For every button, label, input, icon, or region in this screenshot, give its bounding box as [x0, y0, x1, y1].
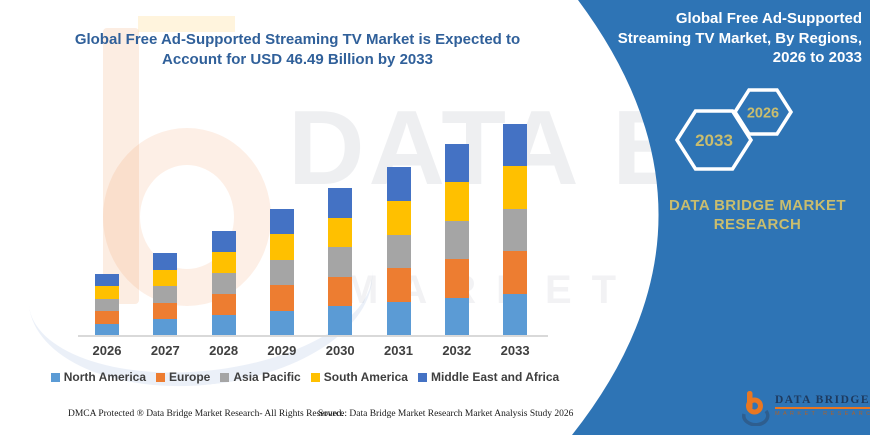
chart-legend: North America Europe Asia Pacific South Ame…	[50, 370, 560, 384]
bar-segment-2032-asia-pacific	[444, 220, 469, 260]
hexagon-2026-label: 2026	[747, 106, 779, 122]
dmca-notice: DMCA Protected ® Data Bridge Market Rese…	[68, 409, 344, 419]
legend-swatch	[417, 372, 427, 382]
legend-item-europe: Europe	[156, 370, 210, 384]
bar-segment-2032-europe	[444, 259, 469, 298]
legend-label: Middle East and Africa	[430, 370, 560, 384]
bar-2028	[211, 231, 236, 336]
company-logo-name: DATA BRIDGE	[775, 394, 870, 409]
legend-item-north-america: North America	[50, 370, 147, 384]
x-axis-label-2028: 2028	[209, 343, 239, 358]
legend-label: Europe	[169, 370, 211, 384]
bar-segment-2029-middle-east-and-africa	[269, 209, 294, 235]
x-axis-line	[78, 335, 548, 337]
hexagon-2026	[732, 88, 794, 136]
bar-segment-2030-north-america	[328, 306, 353, 336]
hexagon-year-badges: 2033 2026	[674, 88, 794, 171]
legend-swatch	[310, 372, 320, 382]
bar-segment-2029-south-america	[269, 234, 294, 260]
bar-segment-2027-europe	[153, 302, 178, 320]
bar-segment-2028-south-america	[211, 252, 236, 273]
bar-segment-2027-middle-east-and-africa	[153, 253, 178, 270]
bar-segment-2031-europe	[386, 268, 411, 303]
x-axis-label-2027: 2027	[150, 343, 180, 358]
legend-item-middle-east-and-africa: Middle East and Africa	[417, 370, 560, 384]
legend-label: North America	[63, 370, 147, 384]
bar-2030	[328, 188, 353, 336]
bar-segment-2031-middle-east-and-africa	[386, 167, 411, 201]
hexagon-2033-label: 2033	[695, 131, 733, 150]
bar-segment-2027-north-america	[153, 319, 178, 336]
x-axis-label-2030: 2030	[325, 343, 355, 358]
legend-swatch	[50, 372, 60, 382]
bar-2032	[444, 144, 469, 336]
company-logo-subtitle: MARKET RESEARCH	[775, 411, 870, 417]
legend-swatch	[220, 372, 230, 382]
legend-label: Asia Pacific	[233, 370, 301, 384]
bar-segment-2028-north-america	[211, 315, 236, 336]
panel-title-line2: Streaming TV Market, By Regions,	[617, 29, 862, 47]
bar-segment-2026-asia-pacific	[95, 298, 119, 312]
legend-label: South America	[323, 370, 408, 384]
bar-segment-2032-middle-east-and-africa	[444, 144, 469, 183]
bar-segment-2031-asia-pacific	[386, 234, 411, 269]
chart-title-line2: Account for USD 46.49 Billion by 2033	[162, 51, 433, 68]
bar-segment-2032-south-america	[444, 182, 469, 221]
brand-text: DATA BRIDGE MARKET RESEARCH	[645, 196, 870, 234]
bar-segment-2026-middle-east-and-africa	[95, 274, 119, 287]
company-logo: DATA BRIDGE MARKET RESEARCH	[740, 390, 870, 426]
bar-segment-2030-asia-pacific	[328, 247, 353, 277]
bar-segment-2026-europe	[95, 311, 119, 324]
bar-segment-2031-north-america	[386, 302, 411, 336]
bar-2029	[269, 209, 294, 336]
chart-title-line1: Global Free Ad-Supported Streaming TV Ma…	[74, 31, 521, 48]
bar-segment-2026-north-america	[95, 323, 119, 336]
legend-item-asia-pacific: Asia Pacific	[220, 370, 301, 384]
x-axis-label-2026: 2026	[92, 343, 122, 358]
bar-2026	[95, 274, 119, 336]
panel-title-line1: Global Free Ad-Supported	[675, 10, 862, 27]
bar-segment-2028-europe	[211, 294, 236, 315]
company-logo-text: DATA BRIDGE MARKET RESEARCH	[775, 390, 870, 417]
bar-segment-2030-middle-east-and-africa	[328, 188, 353, 218]
bar-segment-2027-asia-pacific	[153, 286, 178, 303]
source-note: Source: Data Bridge Market Research Mark…	[318, 409, 574, 419]
bar-segment-2028-asia-pacific	[211, 273, 236, 294]
bar-2031	[386, 167, 411, 336]
brand-text-line1: DATA BRIDGE MARKET	[669, 197, 846, 214]
bar-2033	[503, 124, 528, 336]
bar-segment-2029-asia-pacific	[269, 259, 294, 286]
x-axis-label-2032: 2032	[442, 343, 472, 358]
bar-segment-2033-middle-east-and-africa	[503, 124, 528, 167]
brand-text-line2: RESEARCH	[713, 216, 802, 233]
bar-segment-2028-middle-east-and-africa	[211, 231, 236, 252]
legend-swatch	[156, 372, 166, 382]
bar-segment-2029-europe	[269, 285, 294, 311]
x-axis-label-2033: 2033	[500, 343, 530, 358]
legend-item-south-america: South America	[310, 370, 408, 384]
bar-segment-2033-asia-pacific	[503, 208, 528, 252]
hexagon-2033	[674, 109, 754, 171]
company-logo-icon	[742, 391, 770, 426]
panel-title-line3: 2026 to 2033	[772, 49, 862, 66]
x-axis-label-2031: 2031	[384, 343, 413, 358]
bar-segment-2026-south-america	[95, 286, 119, 299]
bar-segment-2030-south-america	[328, 217, 353, 248]
bar-2027	[153, 253, 178, 336]
bar-segment-2027-south-america	[153, 269, 178, 287]
bar-segment-2029-north-america	[269, 310, 294, 336]
panel-title: Global Free Ad-Supported Streaming TV Ma…	[607, 9, 862, 68]
chart-title: Global Free Ad-Supported Streaming TV Ma…	[55, 30, 540, 70]
bar-segment-2030-europe	[328, 276, 353, 307]
bar-segment-2033-europe	[503, 251, 528, 294]
bar-segment-2032-north-america	[444, 297, 469, 336]
bar-segment-2033-north-america	[503, 293, 528, 336]
bar-segment-2033-south-america	[503, 166, 528, 209]
bar-segment-2031-south-america	[386, 200, 411, 235]
x-axis-label-2029: 2029	[267, 343, 297, 358]
